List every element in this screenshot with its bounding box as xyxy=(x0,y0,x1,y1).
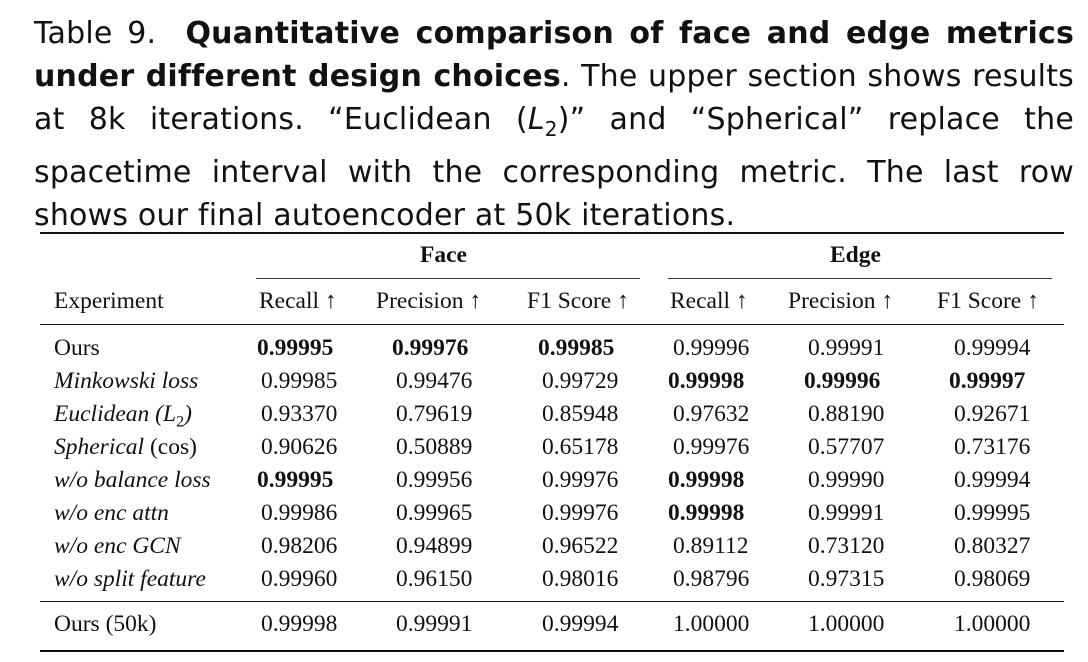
header-rule xyxy=(40,324,1064,325)
caption-label: Table 9. xyxy=(34,16,157,51)
row-enc-attn-face-recall: 0.99986 xyxy=(261,500,338,526)
row-euclidean-edge-f1: 0.92671 xyxy=(954,401,1031,427)
bottom-rule xyxy=(40,650,1064,652)
face-group-rule xyxy=(256,278,640,279)
row-ours-edge-f1: 0.99994 xyxy=(954,335,1031,361)
caption-text-1: . The upper section shows results at 8k … xyxy=(34,59,1074,137)
row-balance-edge-precision: 0.99990 xyxy=(808,467,885,493)
row-enc-gcn-face-recall: 0.98206 xyxy=(261,533,338,559)
row-ours-50k-face-f1: 0.99994 xyxy=(542,611,619,637)
col-header-edge-precision: Precision ↑ xyxy=(788,288,894,314)
col-header-experiment: Experiment xyxy=(54,288,164,314)
row-ours-edge-precision: 0.99991 xyxy=(808,335,885,361)
final-section-rule xyxy=(40,601,1064,602)
row-euclidean-edge-recall: 0.97632 xyxy=(673,401,750,427)
row-split-feature-name: w/o split feature xyxy=(54,566,206,592)
row-enc-attn-edge-recall: 0.99998 xyxy=(668,500,745,526)
caption-l2-sub: 2 xyxy=(544,117,558,141)
row-spherical-edge-recall: 0.99976 xyxy=(673,434,750,460)
row-enc-attn-name: w/o enc attn xyxy=(54,500,169,526)
col-header-edge-recall: Recall ↑ xyxy=(670,288,748,314)
row-spherical-edge-precision: 0.57707 xyxy=(808,434,885,460)
col-header-face-precision: Precision ↑ xyxy=(376,288,482,314)
row-ours-50k-edge-precision: 1.00000 xyxy=(808,611,885,637)
top-rule xyxy=(40,232,1064,234)
edge-group-rule xyxy=(668,278,1052,279)
row-euclidean-face-recall: 0.93370 xyxy=(261,401,338,427)
row-enc-attn-face-f1: 0.99976 xyxy=(542,500,619,526)
row-euclidean-edge-precision: 0.88190 xyxy=(808,401,885,427)
row-balance-face-recall: 0.99995 xyxy=(257,467,334,493)
row-enc-gcn-face-precision: 0.94899 xyxy=(396,533,473,559)
row-ours-50k-edge-recall: 1.00000 xyxy=(673,611,750,637)
row-spherical-face-recall: 0.90626 xyxy=(261,434,338,460)
row-ours-50k-face-precision: 0.99991 xyxy=(396,611,473,637)
group-header-face: Face xyxy=(420,242,467,268)
row-minkowski-face-precision: 0.99476 xyxy=(396,368,473,394)
row-ours-edge-recall: 0.99996 xyxy=(673,335,750,361)
row-spherical-face-f1: 0.65178 xyxy=(542,434,619,460)
row-euclidean-face-precision: 0.79619 xyxy=(396,401,473,427)
col-header-face-recall: Recall ↑ xyxy=(259,288,337,314)
row-minkowski-edge-f1: 0.99997 xyxy=(949,368,1026,394)
row-enc-attn-edge-precision: 0.99991 xyxy=(808,500,885,526)
group-header-edge: Edge xyxy=(830,242,881,268)
row-balance-edge-f1: 0.99994 xyxy=(954,467,1031,493)
row-split-feature-edge-precision: 0.97315 xyxy=(808,566,885,592)
row-enc-gcn-edge-f1: 0.80327 xyxy=(954,533,1031,559)
row-enc-gcn-edge-precision: 0.73120 xyxy=(808,533,885,559)
caption-l2-var: L xyxy=(527,102,545,137)
row-enc-gcn-name: w/o enc GCN xyxy=(54,533,181,559)
row-minkowski-face-recall: 0.99985 xyxy=(261,368,338,394)
col-header-edge-f1: F1 Score ↑ xyxy=(937,288,1039,314)
row-ours-50k-face-recall: 0.99998 xyxy=(261,611,338,637)
col-header-face-f1: F1 Score ↑ xyxy=(527,288,629,314)
table-caption: Table 9. Quantitative comparison of face… xyxy=(34,12,1074,237)
row-minkowski-edge-recall: 0.99998 xyxy=(668,368,745,394)
row-balance-face-precision: 0.99956 xyxy=(396,467,473,493)
row-balance-name: w/o balance loss xyxy=(54,467,211,493)
row-spherical-edge-f1: 0.73176 xyxy=(954,434,1031,460)
row-spherical-face-precision: 0.50889 xyxy=(396,434,473,460)
row-euclidean-name: Euclidean (L2) xyxy=(54,401,192,431)
caption-title: Quantitative comparison of face and edge… xyxy=(34,16,1074,94)
row-split-feature-edge-f1: 0.98069 xyxy=(954,566,1031,592)
row-minkowski-face-f1: 0.99729 xyxy=(542,368,619,394)
row-split-feature-edge-recall: 0.98796 xyxy=(673,566,750,592)
row-minkowski-name: Minkowski loss xyxy=(54,368,199,394)
row-ours-name: Ours xyxy=(54,335,100,361)
row-split-feature-face-recall: 0.99960 xyxy=(261,566,338,592)
row-minkowski-edge-precision: 0.99996 xyxy=(804,368,881,394)
row-balance-face-f1: 0.99976 xyxy=(542,467,619,493)
row-ours-50k-name: Ours (50k) xyxy=(54,611,157,637)
row-ours-50k-edge-f1: 1.00000 xyxy=(954,611,1031,637)
row-ours-face-precision: 0.99976 xyxy=(392,335,469,361)
caption-text-2: )” and “Spherical” replace the spacetime… xyxy=(34,102,1075,233)
row-split-feature-face-f1: 0.98016 xyxy=(542,566,619,592)
row-enc-attn-face-precision: 0.99965 xyxy=(396,500,473,526)
row-split-feature-face-precision: 0.96150 xyxy=(396,566,473,592)
row-balance-edge-recall: 0.99998 xyxy=(668,467,745,493)
row-enc-attn-edge-f1: 0.99995 xyxy=(954,500,1031,526)
row-enc-gcn-edge-recall: 0.89112 xyxy=(673,533,749,559)
row-spherical-name: Spherical (cos) xyxy=(54,434,197,460)
row-ours-face-f1: 0.99985 xyxy=(538,335,615,361)
row-enc-gcn-face-f1: 0.96522 xyxy=(542,533,619,559)
row-ours-face-recall: 0.99995 xyxy=(257,335,334,361)
row-euclidean-face-f1: 0.85948 xyxy=(542,401,619,427)
